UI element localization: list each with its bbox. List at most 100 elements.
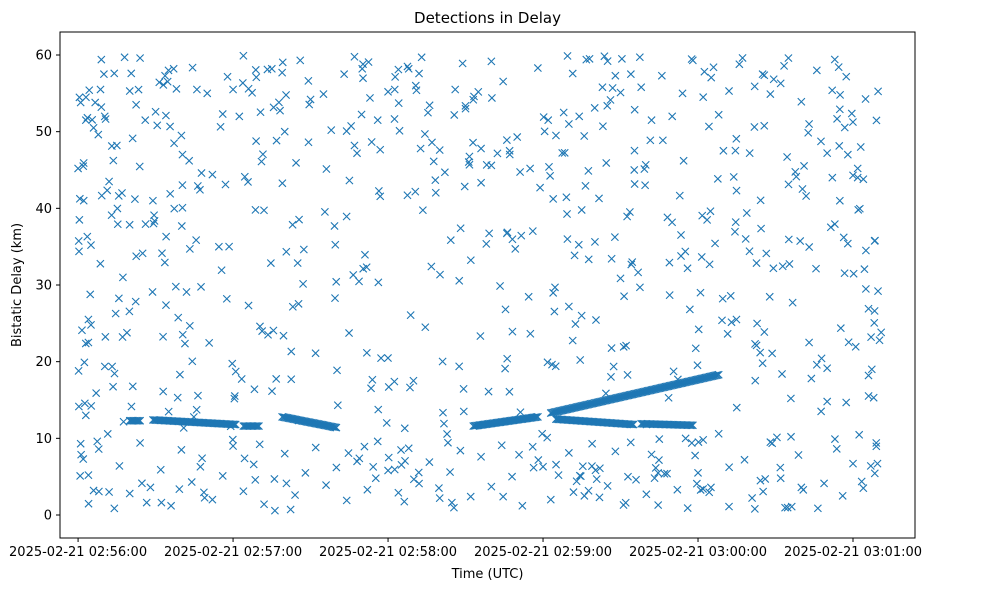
detection-point [357,110,366,119]
detection-point [513,133,522,142]
detection-point [101,332,110,341]
detection-point [712,371,721,380]
detection-point [80,358,89,367]
detection-point [756,348,765,357]
detection-point [872,442,881,451]
detection-point [626,438,635,447]
detection-point [171,282,180,291]
detection-point [134,85,143,94]
detection-point [96,259,105,268]
detection-point [683,264,692,273]
detection-point [588,439,597,448]
detection-point [350,141,359,150]
detection-point [80,399,89,408]
detection-point [563,235,572,244]
detection-point [105,488,114,496]
detection-point [654,456,663,465]
detection-point [192,85,201,94]
detection-point [136,54,145,63]
detection-point [760,327,769,336]
detection-point [805,243,814,252]
detection-point [657,71,666,80]
detection-point [516,408,525,417]
detection-point [270,474,279,483]
detection-point [347,122,356,131]
detection-point [760,121,769,130]
detection-point [704,122,713,131]
detection-point [699,93,708,102]
detection-point [87,241,95,250]
detection-point [784,235,793,244]
detection-point [253,422,262,431]
detection-point [84,499,93,508]
detection-point [319,90,328,99]
detection-point [252,422,261,431]
detection-point [449,503,458,512]
detection-point [651,463,660,472]
detection-point [823,364,832,373]
detection-point [443,429,452,438]
y-tick-label: 30 [35,279,52,294]
detection-point [397,445,406,454]
detection-point [415,479,424,488]
detection-point [606,372,615,381]
detection-point [524,292,533,301]
detection-point [816,137,825,146]
detection-point [465,160,474,169]
detection-point [799,485,808,494]
y-tick-label: 50 [35,125,52,140]
detection-point [403,191,412,200]
detection-point [632,475,641,484]
detection-point [637,83,646,92]
detection-point [185,244,194,253]
detection-point [193,182,202,190]
detection-point [864,371,873,380]
detection-point [360,250,369,259]
detection-point [269,326,278,335]
detection-point [729,172,738,181]
detection-point [607,344,616,353]
detection-point [447,498,456,507]
detection-point [840,123,849,132]
detection-point [485,229,494,238]
detection-point [217,266,226,275]
detection-point [332,463,341,472]
detection-point [848,118,857,127]
detection-point [296,56,305,65]
detection-point [484,387,493,396]
detection-point [79,158,88,167]
detection-point [584,486,593,495]
detection-point [161,301,170,310]
detection-point [197,282,206,291]
detection-point [373,116,382,125]
detection-point [738,53,747,62]
detection-point [768,349,777,358]
detection-point [718,294,727,303]
detection-point [861,95,870,103]
detection-point [820,479,829,488]
detection-point [849,459,857,468]
detection-point [425,101,434,110]
detection-point [188,357,197,366]
detection-point [107,211,116,220]
detection-point [114,191,123,200]
detection-point [745,247,754,256]
detection-point [751,339,760,348]
detection-point [823,149,832,158]
detection-point [109,382,118,391]
detection-point [110,504,119,513]
detection-point [663,469,672,478]
detection-point [511,244,520,253]
detection-point [189,412,198,421]
detection-point [151,107,160,116]
detection-point [157,498,166,507]
detection-point [146,483,155,492]
detection-point [258,327,267,336]
detection-point [260,206,268,215]
detection-point [655,435,664,444]
detection-point [301,468,310,477]
detection-point [255,322,264,331]
detection-point [195,185,204,194]
detection-point [150,216,159,225]
detection-point [861,246,870,255]
